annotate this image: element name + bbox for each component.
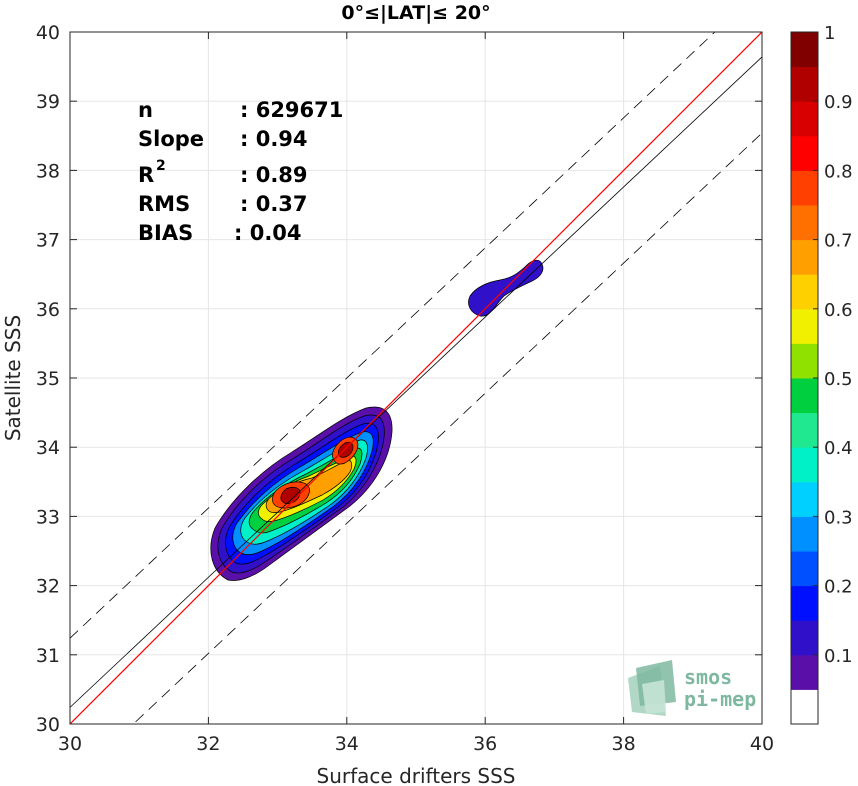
colorbar-segment-10 — [791, 343, 818, 379]
reference-lines — [70, 32, 762, 724]
colorbar-segment-16 — [791, 135, 818, 171]
colorbar-segment-2 — [791, 620, 818, 656]
x-tick-label-3: 36 — [473, 733, 497, 755]
colorbar-tick-label-3: 0.4 — [824, 438, 853, 459]
colorbar-segment-17 — [791, 101, 818, 137]
colorbar-segment-1 — [791, 654, 818, 690]
colorbar-segment-15 — [791, 170, 818, 206]
y-axis: 30 31 32 33 34 35 36 37 38 39 40 — [36, 22, 762, 736]
y-tick-label-2: 32 — [36, 576, 60, 598]
stat-label-bias: BIAS — [138, 221, 193, 245]
colorbar-segment-3 — [791, 585, 818, 621]
colorbar-segment-19 — [791, 32, 818, 68]
colorbar-segment-14 — [791, 205, 818, 241]
upper-bound-line — [70, 32, 716, 639]
y-tick-label-8: 38 — [36, 160, 60, 182]
colorbar-segment-8 — [791, 412, 818, 448]
stat-label-slope: Slope — [138, 127, 204, 151]
colorbar-tick-label-8: 0.9 — [824, 92, 853, 113]
colorbar-segment-0 — [791, 689, 818, 725]
y-tick-label-4: 34 — [36, 437, 60, 459]
colorbar-tick-label-6: 0.7 — [824, 231, 853, 252]
fit-line — [70, 56, 762, 708]
colorbar-tick-label-0: 0.1 — [824, 646, 853, 667]
chart-title: 0°≤|LAT|≤ 20° — [341, 2, 490, 24]
stat-label-rms: RMS — [138, 192, 190, 216]
smos-pi-mep-logo: smos pi-mep — [628, 660, 756, 716]
stat-value-n: : 629671 — [240, 98, 343, 122]
colorbar-tick-label-2: 0.3 — [824, 507, 853, 528]
colorbar-segment-13 — [791, 239, 818, 275]
y-tick-label-1: 31 — [36, 645, 60, 667]
y-tick-label-6: 36 — [36, 299, 60, 321]
stat-label-r2: R — [138, 163, 154, 187]
x-axis-label: Surface drifters SSS — [317, 764, 516, 786]
colorbar-segment-11 — [791, 308, 818, 344]
y-tick-label-0: 30 — [36, 714, 60, 736]
x-tick-label-4: 38 — [612, 733, 636, 755]
colorbar-segment-9 — [791, 378, 818, 414]
identity-line — [70, 32, 762, 724]
stats-box: n : 629671 Slope : 0.94 R 2 : 0.89 RMS :… — [138, 98, 343, 245]
colorbar: 0.1 0.2 0.3 0.4 0.5 0.6 0.7 0.8 0.9 1 — [790, 23, 853, 725]
x-axis: 30 32 34 36 38 40 — [58, 32, 774, 755]
colorbar-segment-18 — [791, 66, 818, 102]
colorbar-tick-label-4: 0.5 — [824, 369, 853, 390]
stat-label-r2-sup: 2 — [156, 158, 166, 174]
contour-main-12 — [338, 441, 354, 458]
colorbar-segment-7 — [791, 447, 818, 483]
x-tick-label-5: 40 — [750, 733, 774, 755]
colorbar-tick-label-1: 0.2 — [824, 577, 853, 598]
stat-label-n: n — [138, 98, 153, 122]
stat-value-rms: : 0.37 — [240, 192, 308, 216]
colorbar-segment-5 — [791, 516, 818, 552]
grid — [69, 31, 763, 725]
colorbar-tick-label-7: 0.8 — [824, 161, 853, 182]
colorbar-segment-4 — [791, 551, 818, 587]
colorbar-tick-label-9: 1 — [824, 23, 835, 44]
y-axis-label: Satellite SSS — [1, 315, 25, 441]
stat-value-slope: : 0.94 — [240, 127, 308, 151]
y-tick-label-5: 35 — [36, 368, 60, 390]
colorbar-tick-label-5: 0.6 — [824, 300, 853, 321]
y-tick-label-9: 39 — [36, 91, 60, 113]
y-tick-label-7: 37 — [36, 230, 60, 252]
x-tick-label-2: 34 — [335, 733, 359, 755]
logo-line1: smos — [684, 665, 732, 689]
stat-value-r2: : 0.89 — [240, 163, 308, 187]
x-tick-label-0: 30 — [58, 733, 82, 755]
y-tick-label-3: 33 — [36, 506, 60, 528]
stat-value-bias: : 0.04 — [234, 221, 302, 245]
colorbar-segment-12 — [791, 274, 818, 310]
x-tick-label-1: 32 — [196, 733, 220, 755]
colorbar-segment-6 — [791, 481, 818, 517]
logo-line2: pi-mep — [684, 687, 756, 711]
y-tick-label-10: 40 — [36, 22, 60, 44]
lower-bound-line — [132, 132, 762, 724]
